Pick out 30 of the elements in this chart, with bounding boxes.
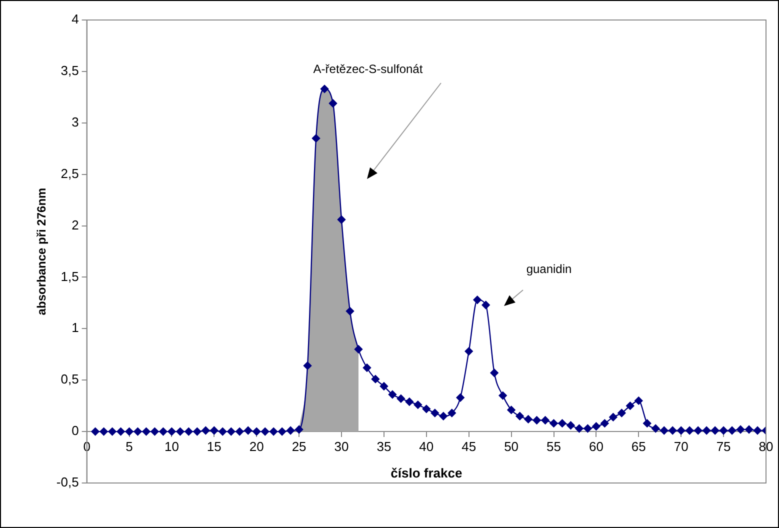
x-tick-label: 70: [674, 438, 688, 454]
x-tick-label: 80: [758, 438, 774, 454]
y-tick-label: 1: [72, 320, 79, 336]
x-tick-label: 65: [631, 438, 646, 454]
x-tick-label: 45: [462, 438, 476, 454]
x-axis-title: číslo frakce: [390, 466, 462, 481]
x-tick-label: 15: [206, 438, 222, 454]
x-tick-label: 30: [334, 438, 349, 454]
x-tick-label: 25: [292, 438, 306, 454]
y-axis-title: absorbance při 276nm: [34, 188, 49, 316]
x-tick-label: 20: [249, 438, 264, 454]
y-tick-label: 0,5: [60, 372, 79, 387]
y-tick-label: -0,5: [56, 474, 79, 490]
x-tick-label: 55: [546, 438, 561, 454]
x-tick-label: 5: [126, 438, 133, 454]
y-tick-label: 0: [72, 423, 79, 438]
x-tick-label: 40: [419, 438, 434, 454]
y-tick-label: 1,5: [60, 268, 79, 284]
x-tick-label: 10: [164, 438, 179, 454]
x-tick-label: 50: [504, 438, 519, 454]
annotation: guanidin: [526, 262, 572, 276]
x-tick-label: 35: [376, 438, 392, 454]
annotation: A-řetězec-S-sulfonát: [313, 62, 423, 76]
y-tick-label: 3: [72, 114, 79, 130]
y-tick-label: 2,5: [60, 166, 79, 181]
y-tick-label: 3,5: [60, 63, 79, 78]
x-tick-label: 75: [716, 438, 731, 454]
y-tick-label: 4: [72, 12, 79, 27]
y-tick-label: 2: [72, 217, 79, 232]
x-tick-label: 60: [588, 438, 604, 454]
